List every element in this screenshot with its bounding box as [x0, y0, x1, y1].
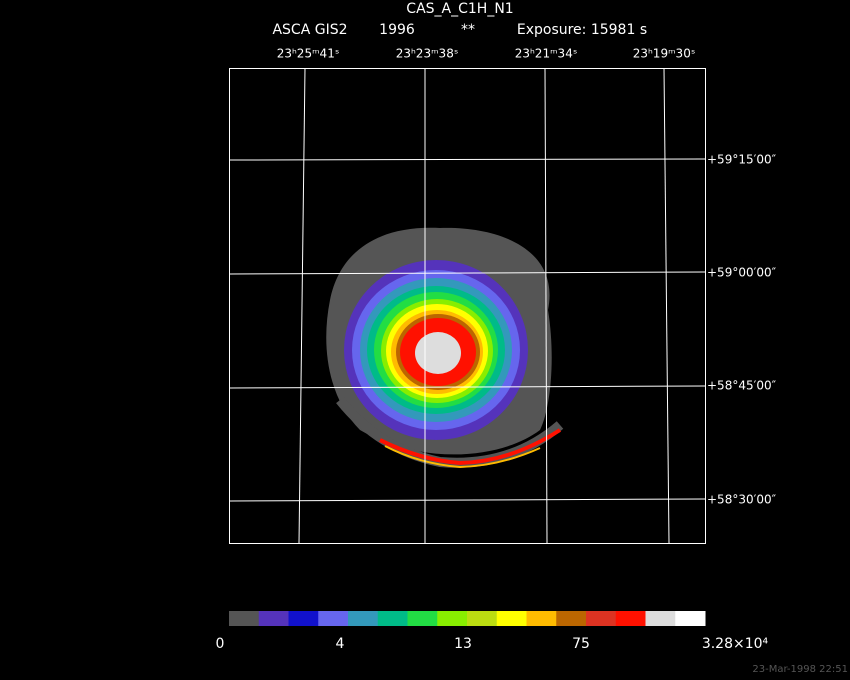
grid-line: [663, 67, 670, 544]
colorbar: [229, 611, 706, 626]
colorbar-label: 3.28×10⁴: [702, 636, 769, 652]
colorbar-label: 4: [336, 636, 345, 652]
dec-label: +58°45′00″: [707, 379, 777, 393]
grid-line: [228, 498, 706, 502]
colorbar-segment: [556, 611, 587, 626]
dec-label: +58°30′00″: [707, 493, 777, 507]
colorbar-segment: [615, 611, 646, 626]
ra-label: 23ʰ23ᵐ38ˢ: [396, 47, 459, 61]
colorbar-segment: [586, 611, 617, 626]
arc-red: [379, 428, 562, 466]
grid-line: [228, 385, 706, 389]
colorbar-label: 13: [454, 636, 472, 652]
arc-orange: [384, 445, 541, 469]
grid-line: [298, 67, 306, 544]
colorbar-segment: [318, 611, 349, 626]
ra-label: 23ʰ25ᵐ41ˢ: [277, 47, 340, 61]
colorbar-segment: [437, 611, 468, 626]
grid-line: [228, 271, 706, 275]
dec-label: +59°00′00″: [707, 266, 777, 280]
colorbar-segment: [377, 611, 408, 626]
instrument: ASCA GIS2: [272, 22, 347, 38]
year: 1996: [379, 22, 415, 38]
colorbar-label: 75: [572, 636, 590, 652]
colorbar-segment: [258, 611, 289, 626]
timestamp: 23-Mar-1998 22:51: [752, 664, 848, 675]
dec-label: +59°15′00″: [707, 153, 777, 167]
colorbar-segment: [526, 611, 557, 626]
sky-image: [326, 227, 564, 469]
flag: **: [461, 22, 475, 38]
colorbar-segment: [496, 611, 527, 626]
exposure: Exposure: 15981 s: [517, 22, 647, 38]
colorbar-segment: [288, 611, 319, 626]
colorbar-label: 0: [216, 636, 225, 652]
grid-line: [544, 67, 548, 544]
title: CAS_A_C1H_N1: [406, 1, 513, 17]
colorbar-segment: [229, 611, 260, 626]
ra-label: 23ʰ21ᵐ34ˢ: [515, 47, 578, 61]
colorbar-segment: [645, 611, 676, 626]
colorbar-segment: [675, 611, 706, 626]
colorbar-segment: [467, 611, 498, 626]
frame: [229, 68, 706, 544]
colorbar-segment: [348, 611, 379, 626]
ra-label: 23ʰ19ᵐ30ˢ: [633, 47, 696, 61]
coordinate-grid: [228, 67, 706, 544]
colorbar-segment: [407, 611, 438, 626]
grid-line: [228, 158, 706, 161]
emission-core: [415, 332, 461, 374]
